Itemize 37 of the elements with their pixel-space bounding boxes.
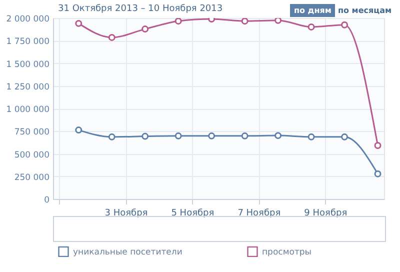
- chart-title: 31 Октября 2013 – 10 Ноября 2013: [58, 4, 223, 14]
- y-tick-label: 250 000: [14, 172, 50, 183]
- point: [274, 18, 282, 24]
- point: [174, 18, 182, 25]
- point: [142, 132, 149, 140]
- point: [241, 132, 248, 140]
- point: [374, 170, 382, 178]
- text: по месяцам: [337, 5, 393, 17]
- point: [75, 20, 82, 27]
- point: [108, 133, 116, 140]
- point: [75, 126, 82, 134]
- point: [241, 18, 248, 25]
- text: по дням: [290, 4, 336, 17]
- y-tick-label: 0: [44, 196, 50, 206]
- point: [208, 132, 216, 140]
- y-tick-label: 2 000 000: [6, 14, 50, 24]
- legend-label: просмотры: [262, 248, 312, 258]
- point: [308, 133, 315, 140]
- y-tick-label: 1 500 000: [6, 60, 50, 70]
- point: [108, 34, 116, 41]
- x-tick-label: 7 Ноября: [238, 208, 281, 218]
- x-tick-label: 3 Ноября: [104, 208, 148, 218]
- point: [274, 132, 282, 140]
- point: [174, 132, 182, 140]
- point: [308, 23, 315, 30]
- y-tick-label: 750 000: [14, 128, 50, 138]
- point: [142, 26, 149, 33]
- legend-label: уникальные посетители: [73, 248, 182, 258]
- y-tick-label: 1 000 000: [6, 105, 50, 115]
- point: [341, 21, 348, 28]
- x-tick-label: 9 Ноября: [304, 208, 348, 218]
- y-tick-label: 500 000: [14, 150, 50, 160]
- y-tick-label: 1 250 000: [6, 82, 50, 92]
- point: [374, 142, 382, 149]
- point: [341, 133, 348, 140]
- x-tick-label: 5 Ноября: [171, 208, 214, 218]
- y-tick-label: 1 750 000: [6, 37, 50, 48]
